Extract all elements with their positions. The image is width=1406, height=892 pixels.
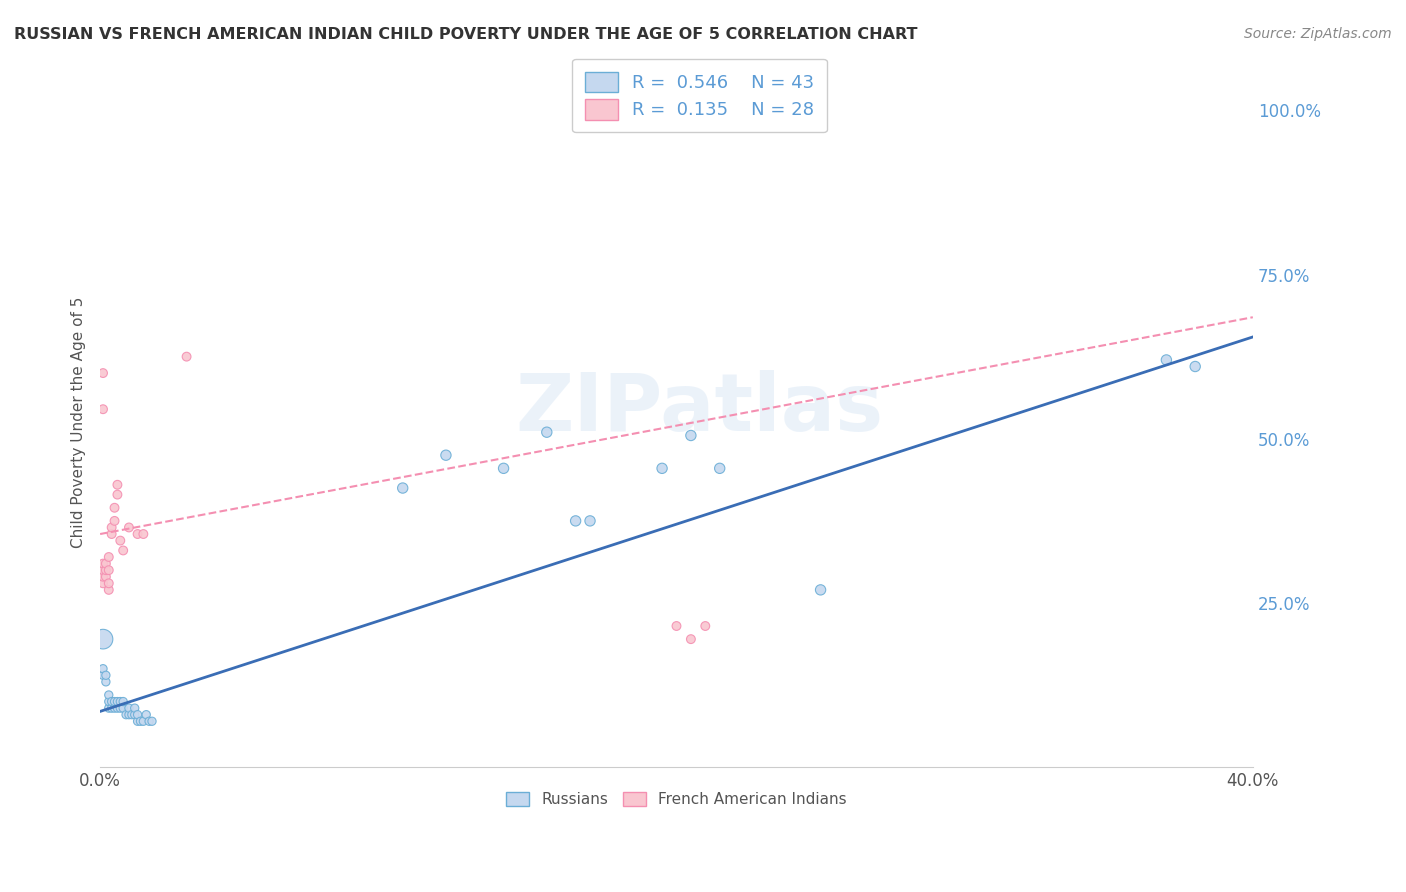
Point — [665, 619, 688, 633]
Point — [679, 428, 702, 442]
Point — [1156, 353, 1178, 368]
Point — [651, 461, 673, 475]
Y-axis label: Child Poverty Under the Age of 5: Child Poverty Under the Age of 5 — [72, 297, 86, 548]
Point — [124, 707, 146, 722]
Point — [810, 582, 832, 597]
Point — [91, 632, 114, 647]
Point — [112, 543, 135, 558]
Point — [97, 582, 120, 597]
Text: Source: ZipAtlas.com: Source: ZipAtlas.com — [1244, 27, 1392, 41]
Point — [132, 527, 155, 541]
Point — [434, 448, 457, 462]
Point — [536, 425, 558, 440]
Point — [91, 366, 114, 380]
Point — [391, 481, 413, 495]
Point — [100, 520, 122, 534]
Point — [91, 563, 114, 577]
Point — [112, 701, 135, 715]
Point — [107, 694, 129, 708]
Point — [91, 576, 114, 591]
Point — [94, 570, 117, 584]
Point — [103, 701, 125, 715]
Point — [1184, 359, 1206, 374]
Point — [91, 668, 114, 682]
Point — [97, 688, 120, 702]
Point — [97, 563, 120, 577]
Point — [100, 701, 122, 715]
Point — [91, 557, 114, 571]
Point — [492, 461, 515, 475]
Point — [132, 714, 155, 729]
Point — [138, 714, 160, 729]
Point — [110, 533, 132, 548]
Point — [97, 694, 120, 708]
Point — [564, 514, 586, 528]
Point — [107, 477, 129, 491]
Point — [176, 350, 198, 364]
Point — [110, 701, 132, 715]
Point — [115, 707, 138, 722]
Point — [135, 707, 157, 722]
Point — [141, 714, 163, 729]
Point — [118, 701, 141, 715]
Point — [91, 570, 114, 584]
Point — [100, 527, 122, 541]
Point — [103, 500, 125, 515]
Point — [679, 632, 702, 647]
Point — [97, 576, 120, 591]
Point — [97, 701, 120, 715]
Point — [709, 461, 731, 475]
Point — [103, 694, 125, 708]
Point — [129, 714, 152, 729]
Point — [112, 694, 135, 708]
Point — [118, 520, 141, 534]
Point — [91, 402, 114, 417]
Point — [127, 707, 149, 722]
Point — [121, 707, 143, 722]
Point — [94, 563, 117, 577]
Point — [579, 514, 602, 528]
Text: RUSSIAN VS FRENCH AMERICAN INDIAN CHILD POVERTY UNDER THE AGE OF 5 CORRELATION C: RUSSIAN VS FRENCH AMERICAN INDIAN CHILD … — [14, 27, 918, 42]
Point — [110, 694, 132, 708]
Point — [107, 701, 129, 715]
Point — [107, 487, 129, 501]
Point — [118, 707, 141, 722]
Point — [127, 714, 149, 729]
Point — [127, 527, 149, 541]
Point — [124, 701, 146, 715]
Point — [97, 549, 120, 564]
Point — [94, 674, 117, 689]
Point — [695, 619, 717, 633]
Legend: Russians, French American Indians: Russians, French American Indians — [498, 784, 855, 814]
Point — [100, 694, 122, 708]
Point — [94, 557, 117, 571]
Text: ZIPatlas: ZIPatlas — [516, 369, 883, 448]
Point — [94, 668, 117, 682]
Point — [103, 514, 125, 528]
Point — [91, 662, 114, 676]
